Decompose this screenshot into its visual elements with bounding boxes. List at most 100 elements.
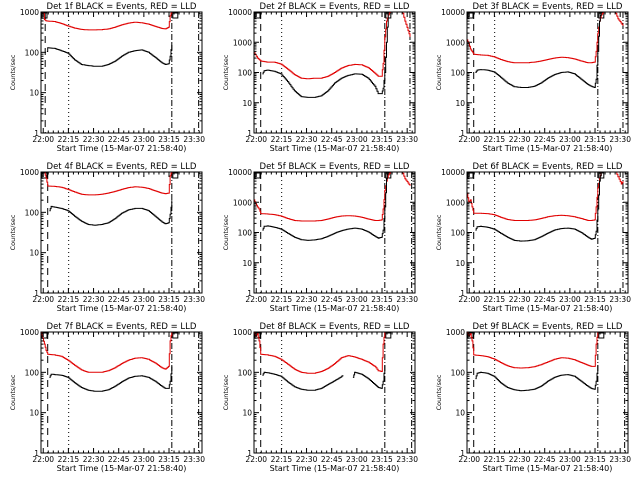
y-tick-label: 10 — [455, 259, 465, 268]
series-lld-line — [41, 11, 173, 31]
x-tick-label: 22:30 — [83, 135, 105, 144]
x-tick-label: 23:00 — [346, 135, 368, 144]
chart-svg: Det 7f BLACK = Events, RED = LLD 1 10 100 10… — [9, 322, 205, 473]
y-tick-label: 100 — [451, 368, 466, 377]
x-tick-label: 22:00 — [32, 455, 54, 464]
x-tick-label: 22:45 — [534, 455, 556, 464]
chart-panel-det-1: Det 1f BLACK = Events, RED = LLD 1 10 100 10… — [0, 0, 213, 160]
series-lld-line — [254, 11, 411, 80]
x-tick-label: 22:45 — [534, 295, 556, 304]
x-tick-label: 23:30 — [609, 295, 631, 304]
x-tick-label: 22:15 — [58, 455, 80, 464]
y-axis-label: Counts/sec — [435, 374, 443, 410]
x-tick-label: 22:00 — [32, 135, 54, 144]
x-tick-label: 22:00 — [32, 295, 54, 304]
series-lld-line — [254, 331, 386, 374]
x-tick-label: 23:00 — [133, 295, 155, 304]
series-lld-line — [41, 171, 173, 196]
x-tick-label: 22:00 — [245, 295, 267, 304]
y-axis-label: Counts/sec — [222, 54, 230, 90]
plot-frame — [466, 11, 629, 134]
x-axis-label: Start Time (15-Mar-07 21:58:40) — [270, 464, 400, 473]
plot-frame — [253, 171, 416, 294]
x-tick-label: 22:30 — [509, 295, 531, 304]
y-tick-label: 100 — [238, 229, 253, 238]
chart-title: Det 2f BLACK = Events, RED = LLD — [260, 2, 410, 12]
y-tick-label: 1 — [247, 289, 252, 298]
x-tick-label: 22:30 — [509, 135, 531, 144]
x-tick-label: 22:45 — [108, 455, 130, 464]
x-axis-label: Start Time (15-Mar-07 21:58:40) — [270, 304, 400, 313]
x-tick-label: 23:15 — [371, 295, 393, 304]
x-axis-label: Start Time (15-Mar-07 21:58:40) — [57, 304, 187, 313]
x-tick-label: 23:30 — [183, 295, 205, 304]
plot-frame — [466, 171, 629, 294]
y-tick-label: 100 — [25, 208, 40, 217]
x-tick-label: 22:30 — [83, 295, 105, 304]
x-tick-label: 23:00 — [346, 455, 368, 464]
x-axis-label: Start Time (15-Mar-07 21:58:40) — [483, 304, 613, 313]
marker-box — [598, 332, 605, 339]
y-tick-label: 1000 — [20, 328, 39, 337]
chart-title: Det 8f BLACK = Events, RED = LLD — [260, 322, 410, 332]
x-tick-label: 22:00 — [245, 455, 267, 464]
x-tick-label: 22:45 — [321, 455, 343, 464]
y-tick-label: 100 — [25, 48, 40, 57]
chart-panel-det-7: Det 7f BLACK = Events, RED = LLD 1 10 100 10… — [0, 320, 213, 480]
chart-title: Det 9f BLACK = Events, RED = LLD — [473, 322, 623, 332]
x-tick-label: 23:15 — [371, 455, 393, 464]
marker-box — [385, 332, 392, 339]
y-axis-label: Counts/sec — [435, 214, 443, 250]
x-tick-label: 22:45 — [321, 295, 343, 304]
x-tick-label: 22:00 — [458, 455, 480, 464]
x-tick-label: 22:15 — [484, 135, 506, 144]
chart-panel-det-9: Det 9f BLACK = Events, RED = LLD 1 10 100 10… — [426, 320, 639, 480]
x-tick-label: 22:15 — [58, 295, 80, 304]
series-lld-line — [467, 171, 624, 221]
y-tick-label: 1000 — [446, 198, 465, 207]
x-axis-label: Start Time (15-Mar-07 21:58:40) — [270, 144, 400, 153]
plot-frame — [40, 11, 203, 134]
series-lld-line — [254, 171, 411, 222]
y-tick-label: 10 — [242, 99, 252, 108]
x-tick-label: 23:00 — [559, 135, 581, 144]
y-tick-label: 10 — [455, 409, 465, 418]
x-tick-label: 23:30 — [609, 135, 631, 144]
y-tick-label: 100 — [238, 69, 253, 78]
y-tick-label: 1000 — [233, 198, 252, 207]
chart-svg: Det 2f BLACK = Events, RED = LLD 1 10 100 10… — [222, 2, 418, 153]
marker-box — [172, 332, 179, 339]
plot-frame — [40, 331, 203, 454]
y-tick-label: 10 — [242, 409, 252, 418]
chart-svg: Det 5f BLACK = Events, RED = LLD 1 10 100 10… — [222, 162, 418, 313]
marker-box — [254, 172, 261, 179]
y-tick-label: 1 — [460, 129, 465, 138]
marker-box — [254, 12, 261, 19]
marker-box — [467, 172, 474, 179]
x-tick-label: 22:00 — [458, 135, 480, 144]
x-tick-label: 22:45 — [108, 295, 130, 304]
chart-svg: Det 6f BLACK = Events, RED = LLD 1 10 100 10… — [435, 162, 631, 313]
y-axis-label: Counts/sec — [9, 214, 17, 250]
y-axis-label: Counts/sec — [435, 54, 443, 90]
chart-svg: Det 4f BLACK = Events, RED = LLD 1 10 100 10… — [9, 162, 205, 313]
y-tick-label: 1000 — [446, 38, 465, 47]
y-tick-label: 1000 — [233, 38, 252, 47]
x-tick-label: 22:45 — [321, 135, 343, 144]
x-tick-label: 23:30 — [183, 455, 205, 464]
chart-svg: Det 3f BLACK = Events, RED = LLD 1 10 100 10… — [435, 2, 631, 153]
y-tick-label: 1 — [460, 289, 465, 298]
x-tick-label: 22:15 — [484, 455, 506, 464]
y-axis-label: Counts/sec — [9, 374, 17, 410]
x-tick-label: 22:45 — [534, 135, 556, 144]
y-tick-label: 10000 — [228, 8, 252, 17]
x-tick-label: 23:15 — [158, 455, 180, 464]
y-tick-label: 1000 — [446, 328, 465, 337]
series-events-line — [262, 11, 392, 98]
plot-frame — [40, 171, 203, 294]
chart-svg: Det 9f BLACK = Events, RED = LLD 1 10 100 10… — [435, 322, 631, 473]
x-tick-label: 23:15 — [158, 135, 180, 144]
x-tick-label: 23:00 — [133, 455, 155, 464]
y-tick-label: 10000 — [228, 168, 252, 177]
